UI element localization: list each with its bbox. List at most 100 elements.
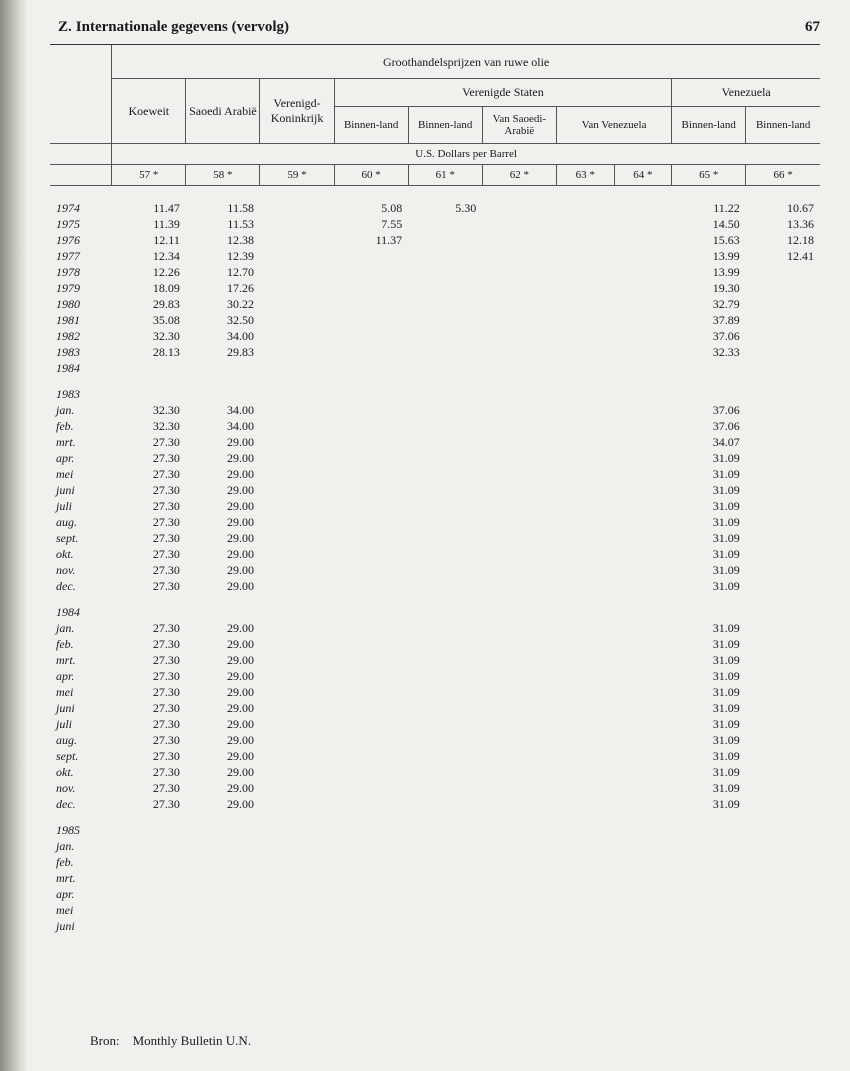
data-cell — [482, 328, 556, 344]
data-cell — [614, 562, 672, 578]
data-cell — [746, 514, 820, 530]
data-cell — [260, 312, 334, 328]
data-cell: 27.30 — [112, 732, 186, 748]
row-label: 1974 — [50, 186, 112, 217]
row-label: jan. — [50, 620, 112, 636]
data-cell — [112, 902, 186, 918]
data-cell: 29.00 — [186, 562, 260, 578]
row-label: mrt. — [50, 870, 112, 886]
data-cell — [112, 376, 186, 402]
data-cell — [260, 652, 334, 668]
bron-value: Monthly Bulletin U.N. — [133, 1033, 251, 1048]
data-cell — [408, 248, 482, 264]
data-cell: 31.09 — [672, 716, 746, 732]
col-vs-van-saoedi: Van Saoedi-Arabië — [482, 107, 556, 144]
data-cell — [482, 620, 556, 636]
data-cell: 31.09 — [672, 732, 746, 748]
data-cell: 27.30 — [112, 514, 186, 530]
row-label: jan. — [50, 402, 112, 418]
data-cell — [334, 886, 408, 902]
data-cell — [260, 264, 334, 280]
data-cell — [408, 562, 482, 578]
data-cell — [112, 838, 186, 854]
data-cell: 29.00 — [186, 498, 260, 514]
data-cell: 31.09 — [672, 450, 746, 466]
data-cell — [556, 514, 614, 530]
data-cell: 29.00 — [186, 546, 260, 562]
data-cell — [482, 376, 556, 402]
data-cell — [746, 796, 820, 812]
data-cell — [746, 716, 820, 732]
data-cell — [408, 854, 482, 870]
row-label: 1979 — [50, 280, 112, 296]
data-cell — [614, 498, 672, 514]
data-cell — [556, 780, 614, 796]
data-cell — [260, 514, 334, 530]
data-cell — [746, 530, 820, 546]
colnum-62: 62 * — [482, 165, 556, 186]
data-cell — [408, 498, 482, 514]
data-cell — [614, 248, 672, 264]
data-cell — [556, 764, 614, 780]
data-cell: 31.09 — [672, 578, 746, 594]
data-cell — [614, 264, 672, 280]
data-cell: 12.41 — [746, 248, 820, 264]
data-cell — [408, 684, 482, 700]
col-vs-group: Verenigde Staten — [334, 79, 672, 107]
data-cell: 5.30 — [408, 186, 482, 217]
data-cell — [408, 812, 482, 838]
data-cell — [556, 854, 614, 870]
data-cell — [260, 216, 334, 232]
data-cell: 37.06 — [672, 418, 746, 434]
data-cell — [334, 466, 408, 482]
data-cell — [556, 280, 614, 296]
row-label: 1984 — [50, 360, 112, 376]
data-cell — [556, 636, 614, 652]
data-cell — [746, 838, 820, 854]
row-label: okt. — [50, 546, 112, 562]
row-label: feb. — [50, 854, 112, 870]
data-cell — [334, 498, 408, 514]
data-cell — [260, 700, 334, 716]
data-cell: 35.08 — [112, 312, 186, 328]
data-cell — [482, 870, 556, 886]
data-cell: 34.00 — [186, 402, 260, 418]
data-cell — [260, 854, 334, 870]
data-cell — [746, 764, 820, 780]
data-cell — [482, 530, 556, 546]
data-cell — [334, 838, 408, 854]
data-cell — [746, 450, 820, 466]
data-cell — [112, 812, 186, 838]
data-cell — [482, 684, 556, 700]
data-cell — [746, 902, 820, 918]
data-cell — [746, 360, 820, 376]
data-cell: 11.58 — [186, 186, 260, 217]
data-cell — [482, 668, 556, 684]
data-cell — [614, 838, 672, 854]
data-cell: 27.30 — [112, 434, 186, 450]
data-cell — [482, 562, 556, 578]
data-cell — [614, 886, 672, 902]
data-cell — [482, 796, 556, 812]
data-cell: 32.50 — [186, 312, 260, 328]
data-cell — [614, 482, 672, 498]
data-cell: 13.36 — [746, 216, 820, 232]
data-cell — [408, 546, 482, 562]
data-cell: 31.09 — [672, 684, 746, 700]
data-cell: 31.09 — [672, 780, 746, 796]
data-cell — [556, 328, 614, 344]
data-cell — [260, 360, 334, 376]
data-cell — [556, 482, 614, 498]
table-title: Groothandelsprijzen van ruwe olie — [112, 45, 820, 79]
data-cell — [260, 498, 334, 514]
colnum-63: 63 * — [556, 165, 614, 186]
data-cell — [186, 870, 260, 886]
data-cell: 34.00 — [186, 418, 260, 434]
row-label: 1982 — [50, 328, 112, 344]
data-cell — [556, 296, 614, 312]
section-title: Internationale gegevens (vervolg) — [76, 19, 289, 35]
data-cell — [482, 402, 556, 418]
data-cell — [408, 918, 482, 934]
data-cell — [334, 918, 408, 934]
data-cell: 29.00 — [186, 668, 260, 684]
